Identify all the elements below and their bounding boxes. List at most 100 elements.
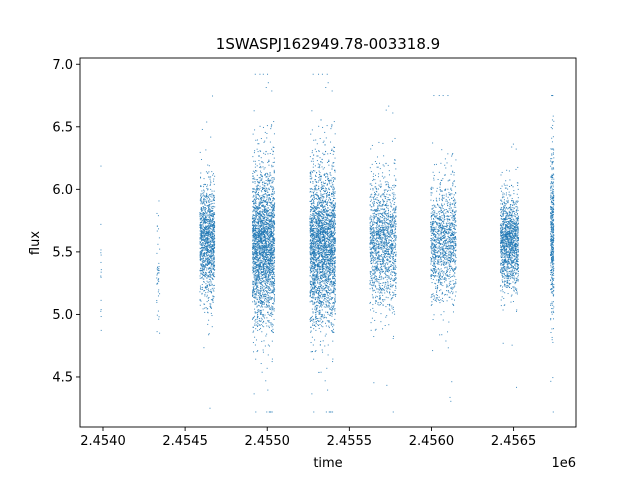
data-point: [259, 290, 261, 292]
data-point: [273, 198, 275, 200]
data-point: [209, 184, 211, 186]
data-point: [319, 172, 321, 174]
data-point: [206, 248, 208, 250]
data-point: [315, 253, 317, 255]
data-point: [328, 325, 330, 327]
data-point: [267, 299, 269, 301]
data-point: [255, 252, 257, 254]
data-point: [273, 225, 275, 227]
data-point: [205, 264, 207, 266]
data-point: [257, 329, 259, 331]
data-point: [262, 266, 264, 268]
data-point: [260, 207, 262, 209]
data-point: [270, 205, 272, 207]
data-point: [333, 268, 335, 270]
data-point: [318, 249, 320, 251]
data-point: [267, 241, 269, 243]
data-point: [256, 228, 258, 230]
data-point: [269, 289, 271, 291]
data-point: [271, 267, 273, 269]
data-point: [323, 190, 325, 192]
data-point: [269, 209, 271, 211]
data-point: [263, 239, 265, 241]
data-point: [263, 229, 265, 231]
data-point: [201, 202, 203, 204]
data-point: [313, 294, 315, 296]
data-point: [311, 308, 313, 310]
data-point: [260, 175, 262, 177]
data-point: [201, 245, 203, 247]
data-point: [255, 283, 257, 285]
data-point: [258, 206, 260, 208]
data-point: [330, 257, 332, 259]
data-point: [324, 295, 326, 297]
data-point: [259, 231, 261, 233]
data-point: [267, 283, 269, 285]
data-point: [262, 230, 264, 232]
data-point: [269, 297, 271, 299]
data-point: [201, 269, 203, 271]
data-point: [201, 247, 203, 248]
data-point: [318, 285, 320, 287]
data-point: [257, 233, 259, 235]
data-point: [317, 217, 319, 219]
data-point: [199, 217, 201, 219]
data-point: [269, 197, 271, 199]
data-point: [259, 163, 261, 165]
data-point: [252, 206, 254, 208]
data-point: [209, 212, 211, 214]
data-point: [257, 181, 259, 183]
data-point: [272, 285, 274, 287]
data-point: [319, 228, 321, 230]
data-point: [324, 246, 326, 248]
data-point: [252, 178, 254, 180]
data-point: [259, 203, 261, 205]
data-point: [320, 318, 322, 320]
data-point: [213, 194, 215, 196]
data-point: [203, 218, 205, 220]
data-point: [273, 237, 275, 239]
data-point: [262, 227, 264, 229]
data-point: [272, 268, 274, 270]
data-point: [257, 235, 259, 237]
data-point: [268, 325, 270, 327]
data-point: [318, 278, 320, 280]
data-point: [261, 284, 263, 286]
data-point: [254, 294, 256, 296]
data-point: [259, 277, 261, 279]
data-point: [268, 305, 270, 307]
data-point: [316, 268, 318, 270]
data-point: [257, 193, 259, 195]
data-point: [270, 233, 272, 235]
data-point: [270, 241, 272, 243]
data-point: [310, 270, 312, 272]
data-point: [200, 263, 202, 265]
data-point: [203, 218, 205, 220]
data-point: [325, 150, 327, 152]
data-point: [206, 237, 208, 239]
data-point: [205, 256, 207, 258]
data-point: [158, 200, 160, 202]
data-point: [259, 225, 261, 227]
data-point: [213, 264, 215, 266]
data-point: [264, 210, 266, 212]
data-point: [202, 260, 204, 262]
data-point: [267, 266, 269, 268]
data-point: [267, 244, 269, 246]
data-point: [261, 242, 263, 244]
data-point: [268, 239, 270, 241]
data-point: [264, 280, 266, 282]
data-point: [267, 254, 269, 256]
data-point: [272, 177, 274, 179]
data-point: [253, 296, 255, 298]
data-point: [211, 255, 213, 257]
data-point: [258, 228, 260, 230]
data-point: [315, 179, 317, 181]
data-point: [200, 210, 202, 212]
data-point: [312, 294, 314, 296]
data-point: [318, 218, 320, 220]
data-point: [271, 305, 273, 307]
data-point: [201, 253, 203, 255]
data-point: [272, 209, 274, 211]
data-point: [207, 236, 209, 238]
